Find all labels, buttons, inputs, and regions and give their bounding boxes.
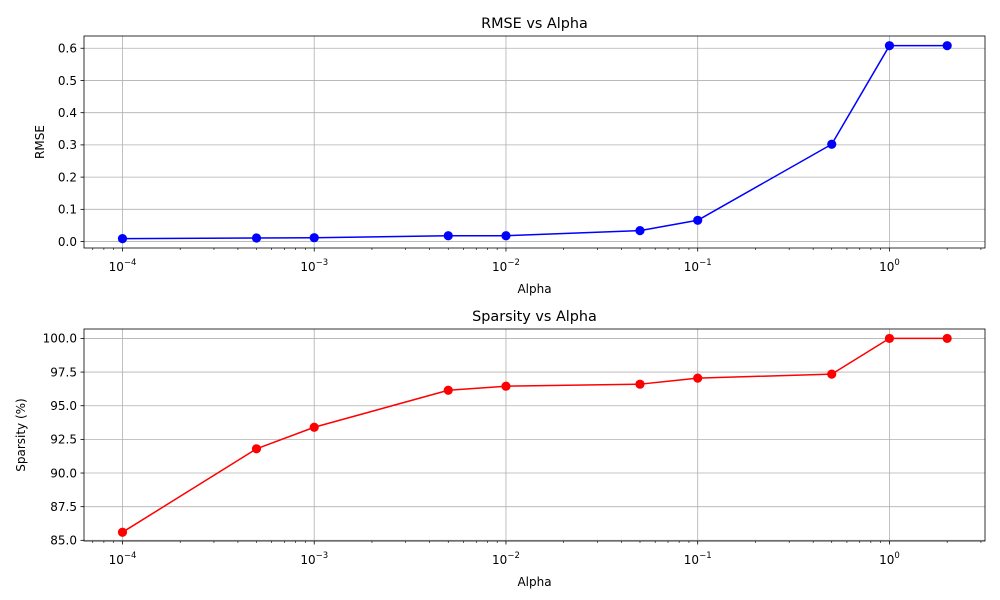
sparsity-data-point	[942, 333, 952, 344]
rmse-data-point	[884, 41, 895, 51]
rmse-data-point	[251, 233, 262, 243]
x-tick-label-base: 10	[109, 260, 124, 274]
x-tick-label: 10−2	[492, 258, 520, 274]
rmse-data-point	[693, 215, 703, 225]
x-tick-label: 10−1	[684, 551, 712, 567]
sparsity-data-point	[251, 444, 262, 454]
x-tick-label-exponent: −4	[124, 258, 137, 268]
y-tick-label: 95.0	[50, 399, 77, 413]
x-tick-label: 100	[879, 551, 900, 567]
x-tick-label-exponent: −3	[316, 551, 329, 561]
y-tick-label: 100.0	[43, 332, 77, 346]
sparsity-data-point	[827, 369, 837, 379]
x-tick-label-exponent: −2	[507, 551, 520, 561]
x-tick-label-base: 10	[879, 553, 894, 567]
y-tick-label: 0.4	[58, 106, 77, 120]
x-tick-label: 100	[879, 258, 900, 274]
sparsity-data-point	[635, 379, 645, 389]
x-tick-label: 10−4	[109, 258, 137, 274]
x-tick-label-base: 10	[684, 260, 699, 274]
sparsity-data-point	[117, 527, 128, 537]
rmse-data-point	[942, 41, 952, 51]
x-tick-label-exponent: −4	[124, 551, 137, 561]
y-tick-label: 87.5	[50, 500, 77, 514]
rmse-data-point	[827, 139, 837, 149]
x-tick-label-base: 10	[300, 260, 315, 274]
sparsity-chart: Sparsity vs Alpha 10−4 10−3 10−2 10−1 100 85…	[14, 309, 986, 589]
rmse-chart-title: RMSE vs Alpha	[481, 16, 588, 32]
x-tick-label: 10−1	[684, 258, 712, 274]
x-tick-label-exponent: 0	[894, 258, 899, 268]
x-tick-label-exponent: −2	[507, 258, 520, 268]
y-tick-label: 0.3	[58, 138, 77, 152]
x-tick-label-base: 10	[684, 553, 699, 567]
rmse-series	[117, 41, 952, 244]
rmse-series-line	[122, 44, 948, 240]
rmse-chart: RMSE vs Alpha 10−4 10−3 10−2 10−1 100 0.00.1…	[33, 16, 986, 296]
rmse-data-point	[117, 234, 128, 244]
sparsity-data-point	[501, 381, 511, 391]
y-tick-label: 97.5	[50, 365, 77, 379]
y-tick-label: 92.5	[50, 433, 77, 447]
x-tick-label-base: 10	[492, 553, 507, 567]
y-tick-label: 85.0	[50, 534, 77, 548]
sparsity-data-point	[443, 385, 453, 395]
sparsity-x-ticks: 10−4 10−3 10−2 10−1 100	[92, 541, 982, 567]
rmse-data-point	[635, 226, 645, 236]
rmse-y-axis-label: RMSE	[33, 125, 47, 159]
y-tick-label: 0.6	[58, 42, 77, 56]
x-tick-label-exponent: 0	[894, 551, 899, 561]
sparsity-x-axis-label: Alpha	[517, 575, 551, 589]
x-tick-label: 10−4	[109, 551, 137, 567]
sparsity-series	[117, 333, 952, 537]
sparsity-y-ticks: 85.0 87.5 90.0 92.5 95.0 97.5 100.0	[43, 332, 84, 548]
rmse-x-axis-label: Alpha	[517, 282, 551, 296]
y-tick-label: 0.1	[58, 203, 77, 217]
sparsity-data-point	[884, 333, 895, 344]
rmse-x-ticks: 10−4 10−3 10−2 10−1 100	[92, 248, 982, 274]
y-tick-label: 0.0	[58, 235, 77, 249]
x-tick-label-base: 10	[109, 553, 124, 567]
x-tick-label-exponent: −3	[316, 258, 329, 268]
sparsity-chart-title: Sparsity vs Alpha	[472, 309, 597, 325]
sparsity-data-point	[693, 373, 703, 383]
rmse-y-ticks: 0.0 0.1 0.2 0.3 0.4 0.5 0.6	[58, 42, 84, 249]
x-tick-label-exponent: −1	[699, 551, 712, 561]
y-tick-label: 0.5	[58, 74, 77, 88]
x-tick-label-base: 10	[300, 553, 315, 567]
x-tick-label-base: 10	[492, 260, 507, 274]
y-tick-label: 90.0	[50, 466, 77, 480]
sparsity-data-point	[309, 422, 319, 432]
rmse-grid	[84, 36, 985, 248]
rmse-data-point	[309, 233, 319, 243]
x-tick-label-exponent: −1	[699, 258, 712, 268]
x-tick-label: 10−2	[492, 551, 520, 567]
y-tick-label: 0.2	[58, 170, 77, 184]
sparsity-plot-frame	[83, 328, 986, 542]
x-tick-label-base: 10	[879, 260, 894, 274]
rmse-data-point	[501, 231, 511, 241]
rmse-data-point	[443, 231, 453, 241]
sparsity-series-line	[122, 337, 948, 533]
rmse-plot-frame	[83, 35, 986, 249]
x-tick-label: 10−3	[300, 551, 328, 567]
x-tick-label: 10−3	[300, 258, 328, 274]
sparsity-y-axis-label: Sparsity (%)	[14, 398, 28, 472]
